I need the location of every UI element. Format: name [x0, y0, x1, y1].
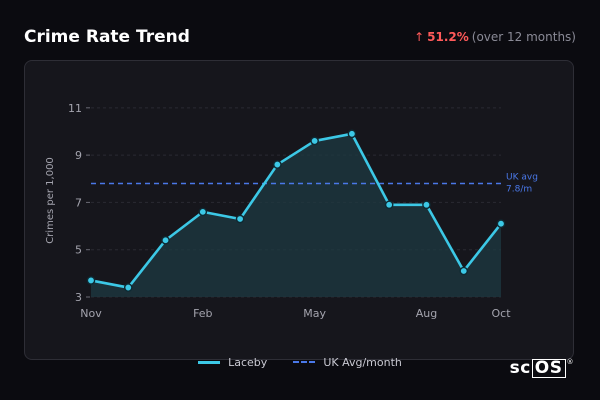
legend-item-laceby[interactable]: Laceby [198, 356, 267, 369]
data-point-sep [459, 266, 469, 276]
data-point-feb [198, 207, 208, 217]
chart-header: Crime Rate Trend ↑ 51.2% (over 12 months) [24, 24, 576, 50]
change-percent: 51.2% [427, 30, 469, 44]
series-line-laceby [90, 132, 503, 289]
change-period: (over 12 months) [471, 30, 576, 44]
y-axis-label: Crimes per 1,000 [45, 157, 56, 244]
y-tick-label-11: 11 [68, 102, 82, 115]
legend-swatch-solid [198, 360, 221, 364]
uk-avg-value-label: 7.8/m [506, 184, 532, 194]
legend-label-uk-avg: UK Avg/month [323, 355, 402, 369]
legend-label-laceby: Laceby [228, 355, 268, 369]
y-tick-label-7: 7 [75, 196, 82, 209]
change-indicator: ↑ 51.2% (over 12 months) [414, 30, 576, 44]
x-tick-label-nov: Nov [80, 307, 102, 320]
y-tick-label-9: 9 [75, 149, 82, 162]
data-point-apr [273, 160, 282, 169]
uk-avg-label: UK avg [506, 172, 538, 182]
legend-swatch-dashed [293, 361, 316, 363]
chart-legend: Laceby UK Avg/month [0, 354, 600, 370]
x-tick-label-may: May [303, 307, 326, 320]
data-point-jul [384, 200, 394, 210]
legend-item-uk-avg[interactable]: UK Avg/month [293, 356, 402, 369]
x-tick-label-oct: Oct [491, 307, 511, 320]
data-point-oct [496, 219, 506, 228]
y-tick-label-5: 5 [75, 244, 82, 257]
data-point-jan [161, 235, 170, 245]
data-point-dec [123, 283, 133, 292]
data-point-nov [86, 276, 96, 285]
data-point-mar [235, 214, 245, 224]
chart-title: Crime Rate Trend [24, 27, 190, 47]
data-point-jun [347, 129, 357, 139]
data-point-may [310, 136, 319, 146]
scos-logo: sc OS ® [509, 357, 574, 378]
data-point-aug [422, 200, 431, 210]
up-arrow-icon: ↑ [414, 30, 425, 44]
x-tick-label-feb: Feb [193, 307, 212, 320]
x-tick-label-aug: Aug [416, 307, 437, 320]
series-area-laceby [91, 133, 501, 297]
y-tick-label-3: 3 [75, 291, 82, 304]
